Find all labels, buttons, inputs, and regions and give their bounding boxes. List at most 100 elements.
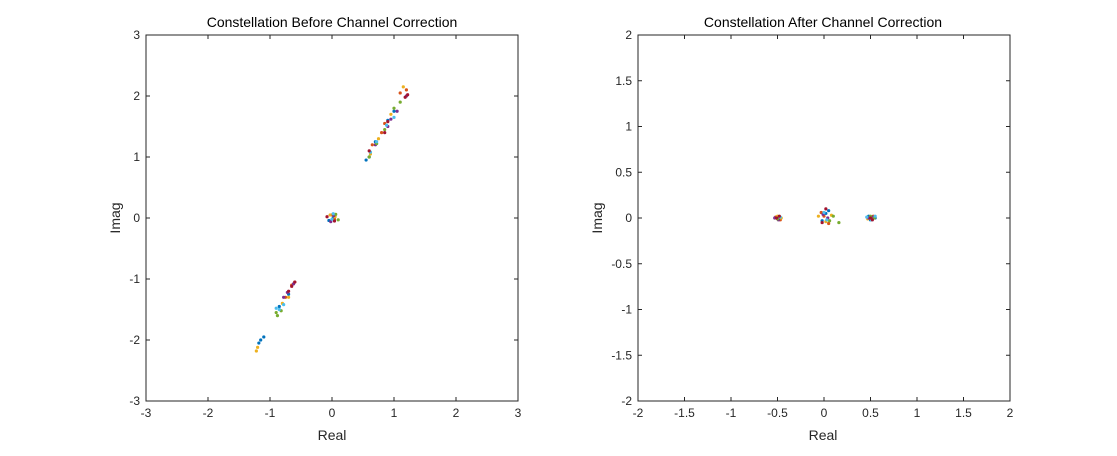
- scatter-point: [282, 295, 286, 299]
- y-tick-label: 0.5: [615, 165, 632, 179]
- tick-marks: [637, 34, 1011, 402]
- scatter-point: [401, 85, 405, 89]
- x-tick-label: 0.5: [862, 406, 879, 420]
- scatter-point: [364, 158, 368, 162]
- scatter-point: [389, 112, 393, 116]
- scatter-point: [392, 106, 396, 110]
- x-tick-label: 2: [1007, 406, 1014, 420]
- scatter-point: [367, 149, 371, 153]
- x-tick-label: 1: [391, 406, 398, 420]
- x-axis-label: Real: [809, 427, 838, 443]
- scatter-point: [370, 143, 374, 147]
- scatter-point: [274, 310, 278, 315]
- scatter-point: [367, 155, 371, 159]
- scatter-point: [392, 109, 396, 113]
- x-tick-label: -1.5: [674, 406, 695, 420]
- scatter-point: [386, 120, 390, 124]
- scatter-point: [376, 137, 381, 141]
- scatter-point: [392, 115, 396, 119]
- chart-before-correction: Constellation Before Channel Correction …: [107, 14, 522, 443]
- scatter-point: [287, 289, 291, 293]
- scatter-point: [406, 93, 410, 97]
- x-tick-label: 1: [914, 406, 921, 420]
- y-tick-label: -0.5: [611, 257, 632, 271]
- x-tick-label: -3: [141, 406, 152, 420]
- x-axis-label: Real: [318, 427, 347, 443]
- y-tick-labels: -2 -1.5 -1 -0.5 0 0.5 1 1.5 2: [611, 28, 632, 408]
- y-tick-label: 1.5: [615, 74, 632, 88]
- x-tick-label: 1.5: [955, 406, 972, 420]
- scatter-point: [865, 215, 869, 219]
- x-tick-label: -2: [633, 406, 644, 420]
- y-tick-label: 1: [625, 120, 632, 134]
- scatter-point: [336, 218, 340, 222]
- scatter-point: [827, 209, 831, 213]
- y-tick-label: -1: [129, 272, 140, 286]
- y-axis-label: Imag: [589, 202, 605, 233]
- scatter-point: [287, 295, 291, 299]
- scatter-point: [398, 91, 402, 95]
- scatter-point: [824, 207, 828, 211]
- scatter-point: [395, 109, 399, 113]
- scatter-point: [274, 306, 278, 310]
- scatter-point: [254, 349, 258, 353]
- y-tick-label: 2: [625, 28, 632, 42]
- scatter-point: [873, 214, 877, 218]
- x-tick-label: -1: [726, 406, 737, 420]
- y-tick-label: 3: [133, 28, 140, 42]
- y-axis-label: Imag: [107, 202, 123, 233]
- scatter-point: [256, 345, 260, 349]
- y-tick-label: 2: [133, 89, 140, 103]
- y-tick-label: 0: [133, 211, 140, 225]
- scatter-point: [383, 127, 387, 132]
- y-tick-labels: -3 -2 -1 0 1 2 3: [129, 28, 140, 408]
- scatter-point: [275, 314, 280, 318]
- x-tick-label: -2: [203, 406, 214, 420]
- scatter-point: [331, 212, 335, 216]
- chart-title: Constellation After Channel Correction: [704, 14, 942, 30]
- chart-after-correction: Constellation After Channel Correction -…: [589, 14, 1014, 443]
- x-tick-label: -1: [265, 406, 276, 420]
- scatter-point: [827, 221, 831, 226]
- scatter-point: [277, 304, 281, 309]
- scatter-point: [774, 216, 779, 220]
- x-tick-labels: -2 -1.5 -1 -0.5 0 0.5 1 1.5 2: [633, 406, 1014, 420]
- y-tick-label: -2: [129, 333, 140, 347]
- scatter-point: [384, 123, 389, 127]
- scatter-point: [293, 280, 297, 284]
- scatter-point: [777, 214, 781, 218]
- x-tick-label: 0: [329, 406, 336, 420]
- scatter-point: [389, 117, 393, 121]
- scatter-points: [773, 207, 877, 226]
- scatter-point: [403, 95, 407, 99]
- x-tick-label: 2: [453, 406, 460, 420]
- scatter-point: [290, 284, 294, 288]
- scatter-point: [825, 218, 829, 222]
- y-tick-label: 0: [625, 211, 632, 225]
- scatter-point: [870, 218, 874, 222]
- y-tick-label: -1: [621, 303, 632, 317]
- y-tick-label: -3: [129, 394, 140, 408]
- tick-marks: [145, 34, 519, 402]
- scatter-point: [329, 220, 333, 224]
- x-tick-label: -0.5: [767, 406, 788, 420]
- scatter-point: [398, 100, 402, 104]
- scatter-point: [383, 131, 387, 135]
- scatter-point: [328, 213, 332, 217]
- scatter-point: [334, 212, 338, 216]
- scatter-point: [262, 335, 266, 339]
- scatter-point: [332, 219, 337, 223]
- x-tick-labels: -3 -2 -1 0 1 2 3: [141, 406, 522, 420]
- x-tick-label: 0: [821, 406, 828, 420]
- axes-box: [637, 34, 1011, 402]
- y-tick-label: -2: [621, 394, 632, 408]
- scatter-point: [330, 217, 334, 221]
- x-tick-label: 3: [515, 406, 522, 420]
- scatter-point: [831, 214, 835, 218]
- scatter-point: [816, 214, 821, 218]
- y-tick-label: -1.5: [611, 348, 632, 362]
- y-tick-label: 1: [133, 150, 140, 164]
- scatter-point: [820, 220, 824, 225]
- scatter-point: [257, 341, 261, 345]
